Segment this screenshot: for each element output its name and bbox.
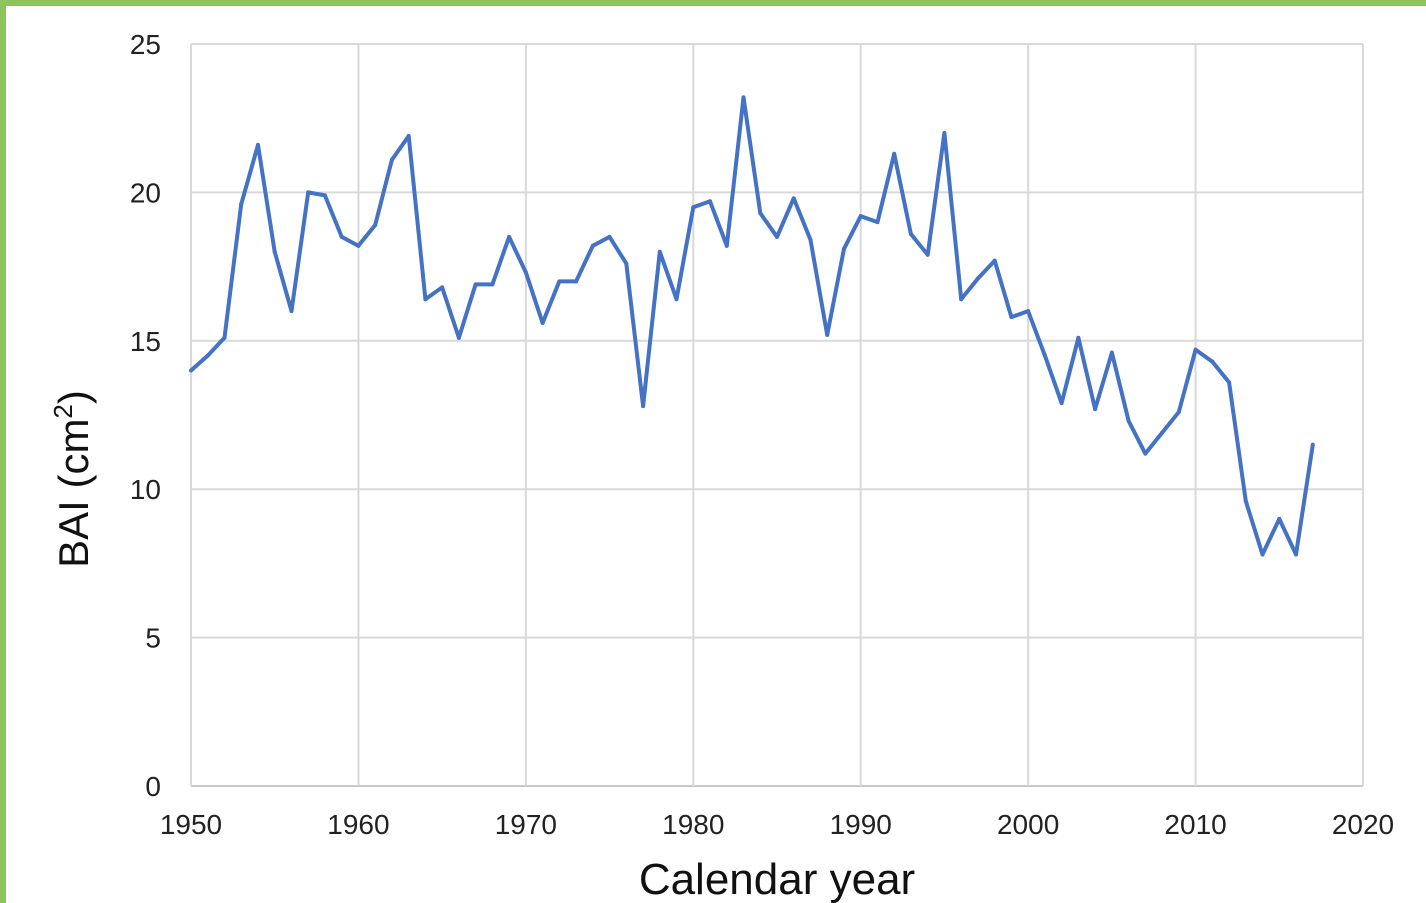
data-point [674, 297, 679, 302]
data-point [758, 211, 763, 216]
data-point [239, 202, 244, 207]
data-point [741, 95, 746, 100]
data-point [507, 234, 512, 239]
data-point [1093, 407, 1098, 412]
y-tick-label: 20 [130, 177, 161, 208]
data-point [708, 199, 713, 204]
data-point [456, 335, 461, 340]
data-point [1126, 418, 1131, 423]
data-point [1059, 401, 1064, 406]
data-point [942, 131, 947, 136]
data-point [925, 252, 930, 257]
series-line [189, 95, 1315, 557]
data-point [724, 243, 729, 248]
data-point [825, 332, 830, 337]
data-point [875, 220, 880, 225]
data-point [959, 297, 964, 302]
data-point [523, 270, 528, 275]
data-point [1294, 552, 1299, 557]
data-point [607, 234, 612, 239]
data-point [306, 190, 311, 195]
y-tick-label: 15 [130, 326, 161, 357]
data-point [1160, 430, 1165, 435]
data-point [339, 234, 344, 239]
data-point [473, 282, 478, 287]
x-tick-label: 2000 [997, 809, 1059, 840]
x-tick-label: 1980 [662, 809, 724, 840]
y-tick-label: 25 [130, 29, 161, 60]
x-tick-labels: 1950 1960 1970 1980 1990 2000 2010 2020 [160, 809, 1394, 840]
data-point [423, 297, 428, 302]
data-point [1243, 499, 1248, 504]
data-point [1076, 335, 1081, 340]
data-point [557, 279, 562, 284]
data-point [272, 249, 277, 254]
data-point [1227, 380, 1232, 385]
data-point [1310, 442, 1315, 447]
y-axis-title-text: BAI (cm [50, 419, 97, 568]
data-point [1176, 410, 1181, 415]
data-point [775, 234, 779, 239]
data-point [841, 246, 846, 251]
data-point [440, 285, 445, 290]
data-point [1026, 309, 1031, 314]
data-point [908, 231, 913, 236]
data-series [189, 95, 1315, 557]
data-point [1277, 516, 1282, 521]
y-axis-title-close: ) [50, 390, 97, 404]
data-point [791, 196, 796, 201]
data-point [389, 157, 394, 162]
data-point [222, 335, 227, 340]
data-point [624, 261, 629, 266]
data-point [540, 320, 545, 325]
data-point [1109, 350, 1114, 355]
data-point [1260, 552, 1265, 557]
data-point [657, 249, 662, 254]
chart-frame: 0 5 10 15 20 25 1950 1960 1970 1980 1990 2000 2010 2… [6, 6, 1426, 903]
line-chart: 0 5 10 15 20 25 1950 1960 1970 1980 1990 2000 2010 2… [48, 29, 1394, 903]
data-point [1210, 359, 1215, 364]
x-tick-label: 1990 [830, 809, 892, 840]
y-tick-label: 0 [145, 771, 161, 802]
data-point [490, 282, 495, 287]
data-point [992, 258, 997, 263]
data-point [205, 353, 210, 358]
x-tick-label: 1950 [160, 809, 222, 840]
data-point [691, 205, 696, 210]
data-point [975, 276, 980, 281]
x-tick-label: 2020 [1332, 809, 1394, 840]
data-point [322, 193, 327, 198]
data-point [808, 237, 813, 242]
y-tick-label: 10 [130, 474, 161, 505]
data-point [1143, 451, 1148, 456]
y-axis-title-superscript: 2 [48, 404, 78, 418]
x-axis-title: Calendar year [639, 855, 915, 903]
data-point [858, 214, 863, 219]
data-point [574, 279, 579, 284]
x-tick-label: 1960 [327, 809, 389, 840]
data-point [189, 368, 193, 373]
data-point [255, 142, 260, 147]
x-tick-label: 1970 [495, 809, 557, 840]
y-axis-title: BAI (cm2) [48, 390, 97, 568]
data-point [1193, 347, 1198, 352]
data-point [641, 404, 646, 409]
gridlines [190, 43, 1364, 787]
data-point [373, 223, 378, 228]
y-tick-label: 5 [145, 623, 161, 654]
data-point [1042, 353, 1047, 358]
data-point [1009, 315, 1014, 320]
x-tick-label: 2010 [1164, 809, 1226, 840]
data-point [356, 243, 361, 248]
y-tick-labels: 0 5 10 15 20 25 [130, 29, 161, 802]
data-point [289, 309, 294, 314]
data-point [590, 243, 595, 248]
data-point [406, 134, 411, 139]
data-point [892, 151, 897, 156]
